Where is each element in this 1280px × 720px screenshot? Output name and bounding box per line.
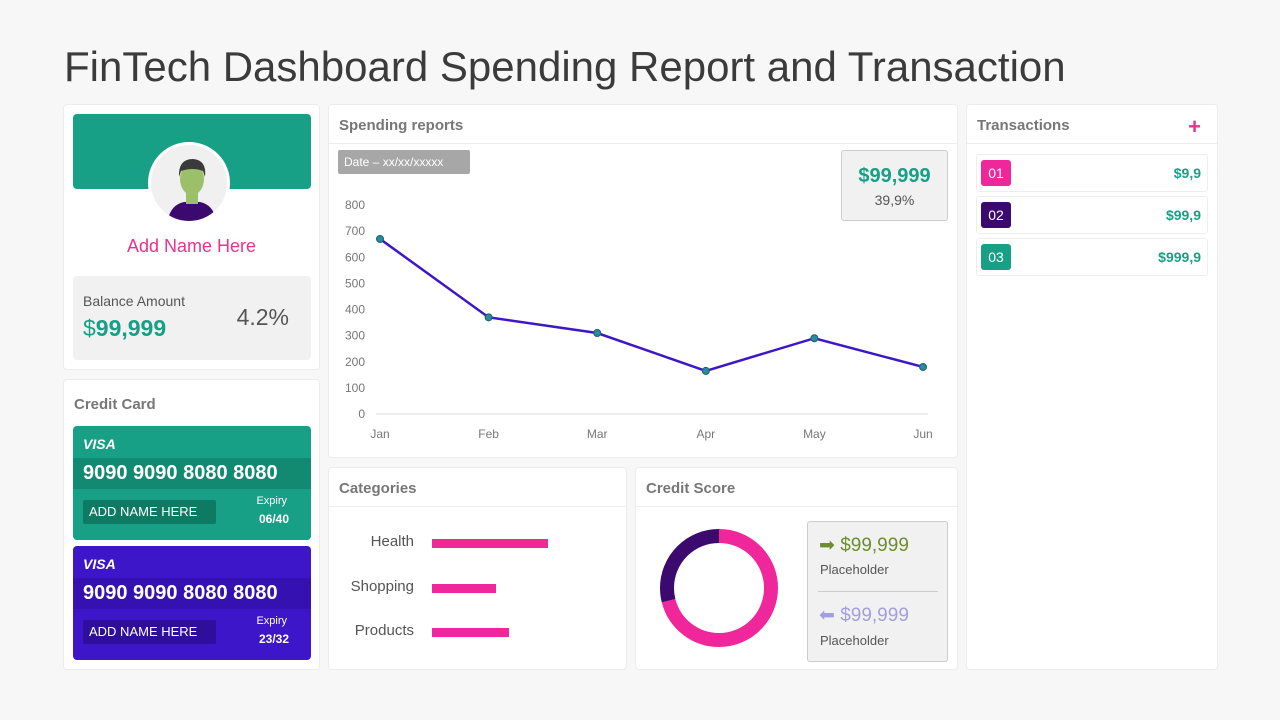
donut-segment <box>660 529 778 647</box>
categories-panel: Categories Health Shopping Products <box>328 467 627 670</box>
data-point[interactable] <box>593 329 602 338</box>
expense-amount: ⬅ $99,999 <box>819 604 909 627</box>
y-tick-label: 700 <box>345 224 365 238</box>
credit-score-panel: Credit Score ➡ $99,999 Placeholder ⬅ $99… <box>635 467 958 670</box>
x-tick-label: Jan <box>370 427 389 441</box>
credit-score-summary: ➡ $99,999 Placeholder ⬅ $99,999 Placehol… <box>807 521 948 662</box>
spending-title: Spending reports <box>329 105 957 144</box>
income-value: $99,999 <box>840 535 909 556</box>
visa-logo: VISA <box>83 556 116 572</box>
date-filter[interactable]: Date – xx/xx/xxxxx <box>338 150 470 174</box>
x-tick-label: Mar <box>587 427 608 441</box>
data-point[interactable] <box>919 362 927 371</box>
category-label: Shopping <box>350 578 414 595</box>
credit-score-title: Credit Score <box>636 468 957 507</box>
expiry-label: Expiry <box>256 615 287 627</box>
category-bar <box>432 539 548 548</box>
y-tick-label: 600 <box>345 250 365 264</box>
transaction-amount: $99,9 <box>1165 207 1201 223</box>
card-holder-name: ADD NAME HERE <box>83 500 216 524</box>
data-point[interactable] <box>810 334 819 343</box>
page-title: FinTech Dashboard Spending Report and Tr… <box>64 43 1066 90</box>
y-tick-label: 500 <box>345 276 365 290</box>
transaction-row[interactable]: 02 $99,9 <box>976 196 1208 234</box>
credit-card-purple[interactable]: VISA 9090 9090 8080 8080 ADD NAME HERE E… <box>73 546 311 660</box>
y-tick-label: 800 <box>345 198 365 212</box>
category-label: Products <box>354 622 414 639</box>
expiry-label: Expiry <box>256 495 287 507</box>
x-tick-label: Apr <box>696 427 715 441</box>
spending-report-panel: Spending reports 0 100 200 300 400 500 600 700 8… <box>328 104 958 458</box>
y-tick-label: 0 <box>358 407 365 421</box>
arrow-left-icon: ⬅ <box>819 605 835 626</box>
transaction-row[interactable]: 03 $999,9 <box>976 238 1208 276</box>
transactions-title: Transactions <box>967 105 1217 144</box>
y-tick-label: 100 <box>345 381 365 395</box>
y-tick-label: 300 <box>345 329 365 343</box>
card-holder-name: ADD NAME HERE <box>83 620 216 644</box>
income-label: Placeholder <box>820 562 889 577</box>
x-tick-label: Feb <box>478 427 499 441</box>
user-avatar-icon <box>148 142 230 224</box>
y-tick-label: 400 <box>345 303 365 317</box>
balance-change: 4.2% <box>236 304 289 330</box>
spending-line-chart: 0 100 200 300 400 500 600 700 800 Jan Feb Mar Apr May… <box>345 198 933 441</box>
expiry-value: 23/32 <box>258 632 289 646</box>
transaction-amount: $9,9 <box>1173 165 1201 181</box>
balance-label: Balance Amount <box>83 293 185 309</box>
transaction-id: 01 <box>981 160 1011 186</box>
currency-symbol: $ <box>83 315 96 341</box>
data-point[interactable] <box>376 234 384 243</box>
credit-card-panel: Credit Card VISA 9090 9090 8080 8080 ADD… <box>63 379 320 670</box>
credit-card-title: Credit Card <box>74 396 156 413</box>
credit-score-donut <box>660 529 778 647</box>
balance-box: Balance Amount $99,999 4.2% <box>73 276 311 360</box>
kpi-value: $99,999 <box>858 165 931 187</box>
plus-icon[interactable]: + <box>1188 114 1201 139</box>
arrow-right-icon: ➡ <box>819 535 835 556</box>
transaction-row[interactable]: 01 $9,9 <box>976 154 1208 192</box>
user-name[interactable]: Add Name Here <box>126 236 257 256</box>
category-row: Products <box>329 622 626 642</box>
data-point[interactable] <box>701 366 710 375</box>
spending-kpi: $99,999 39,9% <box>841 150 948 221</box>
expense-value: $99,999 <box>840 605 909 626</box>
category-label: Health <box>370 533 414 550</box>
y-tick-label: 200 <box>345 355 365 369</box>
categories-title: Categories <box>329 468 626 507</box>
category-bar <box>432 584 496 593</box>
income-amount: ➡ $99,999 <box>819 534 909 557</box>
category-row: Shopping <box>329 578 626 598</box>
transaction-id: 02 <box>981 202 1011 228</box>
transaction-amount: $999,9 <box>1158 249 1201 265</box>
credit-card-green[interactable]: VISA 9090 9090 8080 8080 ADD NAME HERE E… <box>73 426 311 540</box>
profile-panel: Add Name Here Balance Amount $99,999 4.2… <box>63 104 320 370</box>
x-tick-label: Jun <box>913 427 932 441</box>
kpi-percent: 39,9% <box>874 192 915 208</box>
transactions-panel: Transactions + 01 $9,9 02 $99,9 03 $999,9 <box>966 104 1218 670</box>
balance-value: 99,999 <box>95 315 167 341</box>
spending-line <box>379 237 924 373</box>
card-number: 9090 9090 8080 8080 <box>73 458 311 489</box>
x-tick-label: May <box>803 427 826 441</box>
visa-logo: VISA <box>83 436 116 452</box>
transaction-id: 03 <box>981 244 1011 270</box>
expiry-value: 06/40 <box>258 512 289 526</box>
expense-label: Placeholder <box>820 633 889 648</box>
card-number: 9090 9090 8080 8080 <box>73 578 311 609</box>
divider <box>818 591 938 592</box>
category-bar <box>432 628 509 637</box>
data-point[interactable] <box>484 313 493 322</box>
balance-amount: $99,999 <box>83 315 166 342</box>
category-row: Health <box>329 533 626 553</box>
